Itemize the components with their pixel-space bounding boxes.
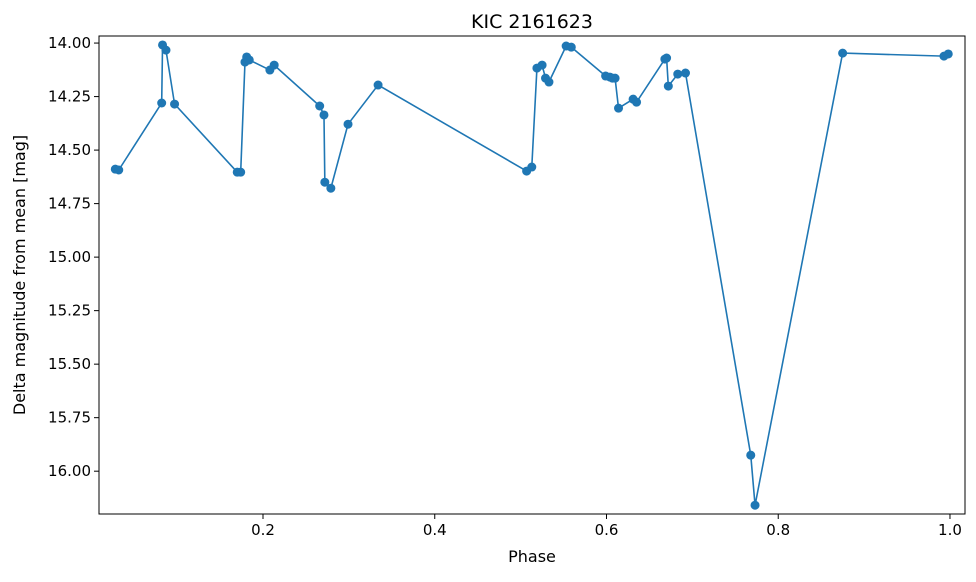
- x-tick-label: 0.4: [423, 521, 447, 539]
- data-point: [614, 103, 624, 113]
- x-tick-label: 0.6: [595, 521, 619, 539]
- data-point: [161, 45, 171, 55]
- data-point: [750, 500, 760, 510]
- y-tick-label: 16.00: [48, 462, 91, 480]
- y-tick-label: 15.75: [48, 409, 91, 427]
- y-tick-label: 14.75: [48, 195, 91, 213]
- y-tick-label: 15.50: [48, 355, 91, 373]
- data-point: [373, 80, 383, 90]
- y-tick-label: 15.25: [48, 302, 91, 320]
- data-point: [319, 110, 329, 120]
- x-tick-label: 1.0: [938, 521, 962, 539]
- data-point: [566, 42, 576, 52]
- data-point: [537, 60, 547, 70]
- data-point: [114, 165, 124, 175]
- data-point: [680, 68, 690, 78]
- y-tick-label: 14.00: [48, 34, 91, 52]
- data-point: [170, 99, 180, 109]
- y-tick-label: 15.00: [48, 248, 91, 266]
- data-point: [673, 69, 683, 79]
- data-point: [320, 177, 330, 187]
- data-point: [663, 81, 673, 91]
- data-point: [662, 53, 672, 63]
- data-point: [943, 49, 953, 59]
- plot-frame: [98, 35, 966, 515]
- y-tick-label: 14.25: [48, 88, 91, 106]
- data-point: [838, 48, 848, 58]
- data-point: [236, 167, 246, 177]
- data-point: [610, 73, 620, 83]
- x-tick-label: 0.2: [251, 521, 275, 539]
- data-point: [315, 101, 325, 111]
- data-point: [157, 98, 167, 108]
- data-line: [115, 42, 949, 506]
- x-axis-label: Phase: [508, 547, 556, 566]
- data-point: [244, 55, 254, 65]
- data-point: [632, 97, 642, 107]
- y-tick-label: 14.50: [48, 141, 91, 159]
- data-point: [326, 183, 336, 193]
- chart-title: KIC 2161623: [471, 11, 593, 33]
- data-point: [746, 450, 756, 460]
- x-tick-label: 0.8: [766, 521, 790, 539]
- data-point: [544, 77, 554, 87]
- data-point: [527, 162, 537, 172]
- data-point: [269, 60, 279, 70]
- y-axis-label: Delta magnitude from mean [mag]: [10, 135, 29, 415]
- data-point: [343, 119, 353, 129]
